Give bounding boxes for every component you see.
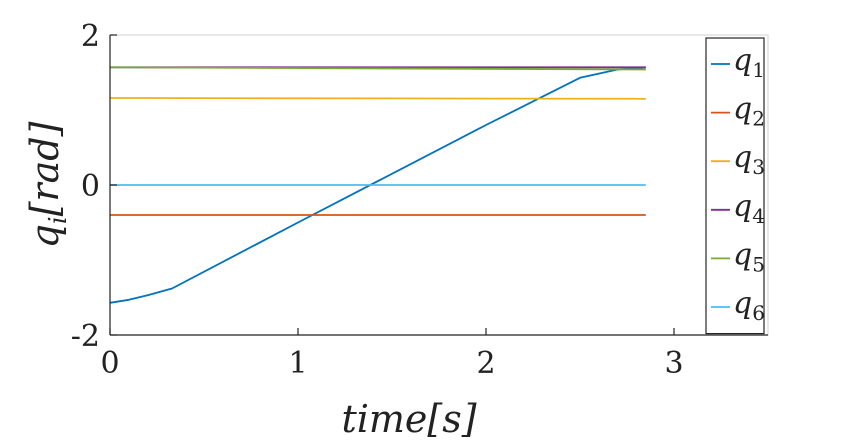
series-line-q3 — [109, 97, 646, 100]
y-tick-label: -2 — [71, 319, 100, 354]
y-axis-title: qi[rad] — [23, 121, 72, 248]
legend: q1 q2 q3 q4 q5 q6 — [705, 37, 765, 335]
legend-label-q2: q2 — [733, 92, 765, 131]
legend-label-q6: q6 — [733, 286, 765, 325]
x-tick-label: 2 — [476, 346, 495, 381]
legend-box — [705, 37, 765, 335]
legend-label-q4: q4 — [733, 189, 765, 228]
axes: 0 1 2 3-202 — [71, 19, 768, 381]
x-tick-label: 0 — [100, 346, 119, 381]
series-line-q1 — [109, 66, 646, 304]
x-tick-label: 1 — [288, 346, 307, 381]
series-layer — [109, 66, 646, 304]
y-tick-label: 2 — [81, 19, 100, 54]
legend-label-q1: q1 — [733, 43, 765, 82]
x-axis-title: time[s] — [341, 397, 476, 441]
legend-label-q3: q3 — [733, 140, 765, 179]
y-tick-label: 0 — [81, 169, 100, 204]
series-line-q5 — [109, 66, 646, 71]
legend-label-q5: q5 — [733, 237, 765, 276]
x-tick-label: 3 — [664, 346, 683, 381]
